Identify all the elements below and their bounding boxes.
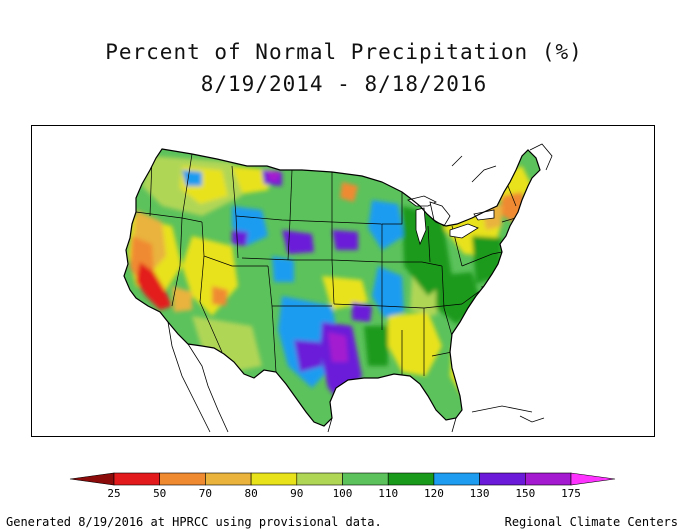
legend-label: 50 (153, 487, 166, 500)
legend-label: 120 (424, 487, 444, 500)
legend-swatch (479, 472, 526, 486)
legend-label: 130 (470, 487, 490, 500)
legend-high-tip (570, 472, 616, 486)
legend-swatch (433, 472, 480, 486)
legend-swatch (296, 472, 343, 486)
great-lakes (407, 195, 495, 246)
legend-swatch (387, 472, 435, 486)
legend-label: 150 (515, 487, 535, 500)
legend-label: 110 (378, 487, 398, 500)
legend-color-bar (69, 472, 616, 486)
color-legend: 25 50 70 80 90 100 110 120 130 150 175 (69, 472, 616, 500)
date-range-subtitle: 8/19/2014 - 8/18/2016 (200, 72, 488, 96)
legend-label: 100 (333, 487, 353, 500)
map-frame (31, 125, 655, 437)
precipitation-field (124, 149, 540, 426)
footer-generated-note: Generated 8/19/2016 at HPRCC using provi… (6, 515, 382, 529)
legend-label: 70 (199, 487, 212, 500)
legend-swatch (205, 472, 252, 486)
legend-swatch (250, 472, 298, 486)
legend-swatch (113, 472, 161, 486)
legend-label: 25 (107, 487, 120, 500)
neighbor-coastlines (167, 143, 553, 433)
legend-swatch (524, 472, 572, 486)
map-title: Percent of Normal Precipitation (%) (105, 40, 583, 64)
legend-labels: 25 50 70 80 90 100 110 120 130 150 175 (107, 487, 581, 500)
precipitation-map (123, 143, 553, 433)
legend-label: 175 (561, 487, 581, 500)
legend-swatch (159, 472, 206, 486)
legend-label: 90 (290, 487, 303, 500)
legend-label: 80 (244, 487, 257, 500)
legend-swatch (342, 472, 389, 486)
legend-low-tip (69, 472, 115, 486)
footer-credit: Regional Climate Centers (504, 515, 678, 529)
